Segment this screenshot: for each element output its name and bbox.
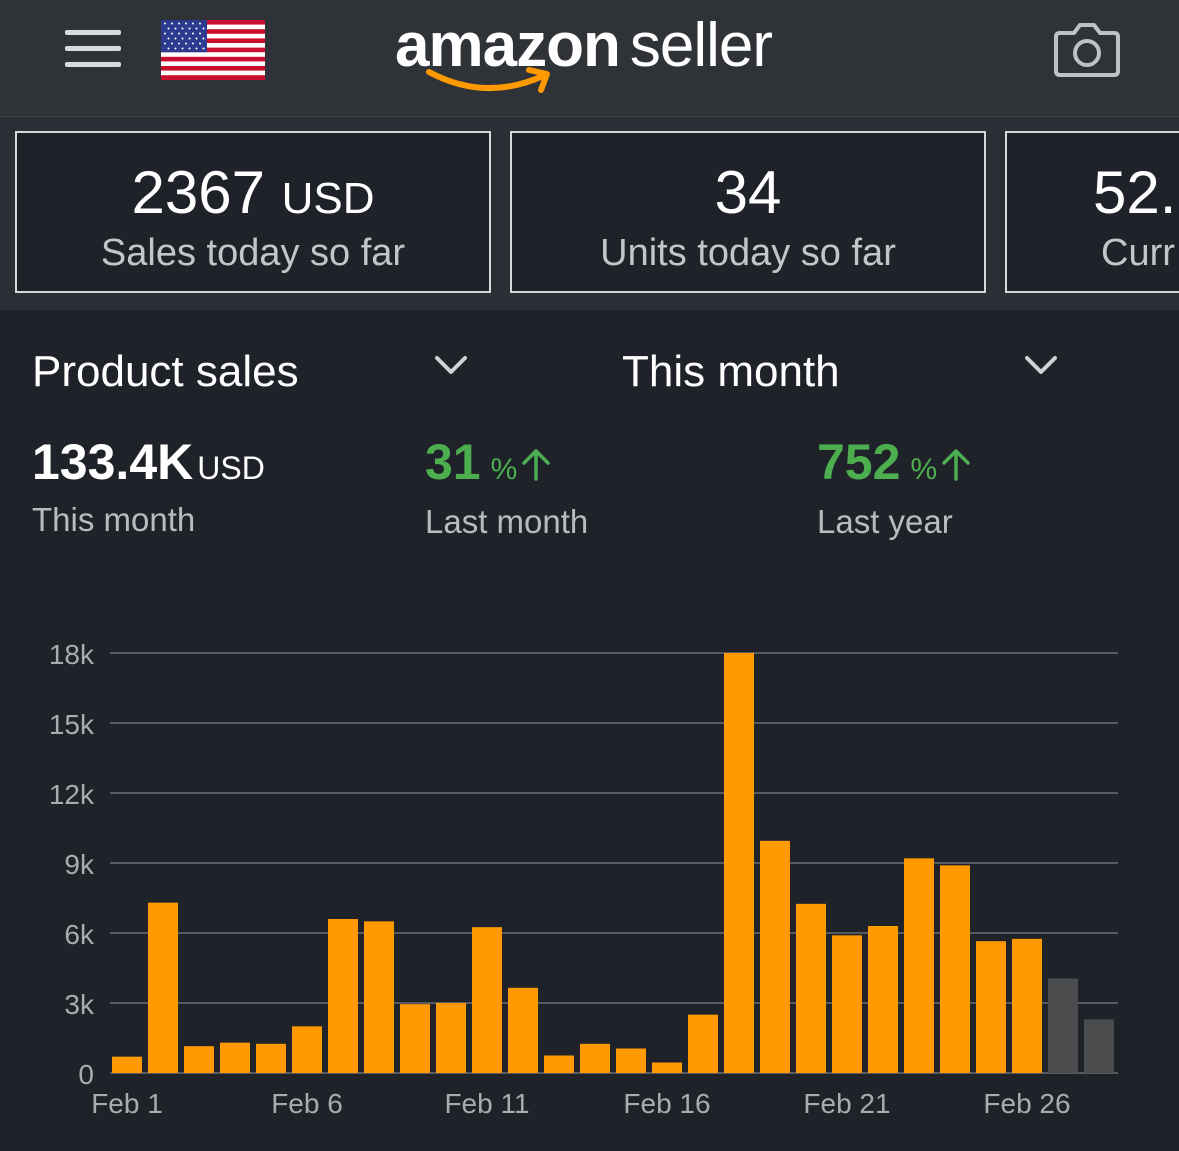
card-label: Units today so far (600, 232, 896, 274)
bar[interactable] (364, 921, 394, 1073)
bar[interactable] (1012, 938, 1042, 1073)
x-tick-label: Feb 21 (803, 1088, 890, 1119)
stat-unit: % (910, 453, 938, 486)
y-tick-label: 12k (49, 779, 95, 810)
us-flag-icon[interactable] (161, 20, 265, 80)
hamburger-menu-icon[interactable] (62, 27, 124, 71)
stat-value: 31% (425, 432, 588, 500)
stat-label: This month (32, 501, 196, 538)
period-dropdown-label: This month (622, 347, 840, 396)
metric-dropdown-label: Product sales (32, 347, 299, 396)
card-value: 2367 USD (17, 159, 489, 233)
y-tick-label: 18k (49, 639, 95, 670)
amazon-seller-logo: amazon seller (395, 4, 795, 104)
bar[interactable] (580, 1043, 610, 1073)
stat-number: 31 (425, 434, 481, 490)
card-label: Sales today so far (100, 232, 406, 274)
amazon-smile-icon (426, 67, 550, 93)
card-value-unit: USD (281, 174, 375, 223)
y-tick-label: 6k (64, 919, 95, 950)
units-today-card[interactable]: 34 Units today so far (510, 131, 986, 293)
metric-dropdown[interactable]: Product sales (32, 340, 472, 404)
bar[interactable] (688, 1014, 718, 1073)
bar[interactable] (796, 903, 826, 1073)
bar[interactable] (760, 840, 790, 1073)
chevron-down-icon (1025, 356, 1057, 374)
camera-icon[interactable] (1054, 19, 1120, 79)
stat-value: 752% (817, 432, 971, 500)
stat-number: 752 (817, 434, 901, 490)
bar[interactable] (184, 1046, 214, 1073)
vs-last-year-stat: 752% Last year (817, 432, 971, 542)
vs-last-month-stat: 31% Last month (425, 432, 588, 542)
bar[interactable] (148, 902, 178, 1073)
bar[interactable] (724, 653, 754, 1073)
bar[interactable] (940, 865, 970, 1073)
card-label: Curr (1101, 232, 1175, 274)
bar[interactable] (112, 1056, 142, 1073)
x-tick-label: Feb 6 (271, 1088, 343, 1119)
bar[interactable] (400, 1004, 430, 1073)
x-tick-label: Feb 1 (91, 1088, 163, 1119)
bar[interactable] (220, 1042, 250, 1073)
stat-label: Last month (425, 503, 589, 540)
daily-sales-bar-chart[interactable]: 0 3k 6k 9k 12k 15k 18k Feb 1 Feb 6 Feb 11 Feb 16 Fe… (0, 620, 1179, 1140)
x-tick-label: Feb 26 (983, 1088, 1070, 1119)
stat-unit: USD (197, 450, 265, 486)
bar[interactable] (616, 1048, 646, 1074)
card-value-number: 2367 (131, 159, 265, 226)
stat-number: 133.4K (32, 434, 194, 490)
stat-unit: % (490, 453, 518, 486)
y-tick-label: 9k (64, 849, 95, 880)
bar[interactable] (868, 926, 898, 1073)
bar[interactable] (1084, 1019, 1114, 1073)
x-tick-label: Feb 16 (623, 1088, 710, 1119)
logo-light-text: seller (629, 11, 773, 80)
bar[interactable] (256, 1043, 286, 1073)
bar[interactable] (436, 1003, 466, 1073)
period-dropdown[interactable]: This month (622, 340, 1062, 404)
logo-bold-text: amazon (395, 11, 621, 80)
bar[interactable] (544, 1055, 574, 1074)
bar[interactable] (472, 927, 502, 1073)
y-tick-label: 0 (78, 1059, 94, 1090)
bar[interactable] (904, 858, 934, 1073)
card-value: 34 (714, 159, 782, 226)
stat-value: 133.4K USD (32, 432, 265, 498)
total-this-month-stat: 133.4K USD This month (32, 432, 265, 542)
bar[interactable] (832, 935, 862, 1073)
stat-label: Last year (817, 503, 953, 540)
y-tick-label: 3k (64, 989, 95, 1020)
bar[interactable] (1048, 978, 1078, 1074)
bar[interactable] (292, 1026, 322, 1073)
bar[interactable] (508, 987, 538, 1073)
bar[interactable] (652, 1062, 682, 1074)
bar[interactable] (976, 941, 1006, 1073)
top-bar: amazon seller (0, 0, 1179, 117)
arrow-up-icon (522, 449, 551, 481)
bar[interactable] (328, 919, 358, 1073)
sales-today-card[interactable]: 2367 USD Sales today so far (15, 131, 491, 293)
metric-cards-strip[interactable]: 2367 USD Sales today so far 34 Units tod… (0, 117, 1179, 310)
current-card[interactable]: 52. Curr (1005, 131, 1179, 293)
y-tick-label: 15k (49, 709, 95, 740)
card-value: 52. (1093, 159, 1177, 226)
logo-text: amazon seller (395, 10, 773, 81)
chevron-down-icon (435, 356, 467, 374)
arrow-up-icon (942, 449, 970, 481)
x-tick-label: Feb 11 (444, 1088, 529, 1119)
